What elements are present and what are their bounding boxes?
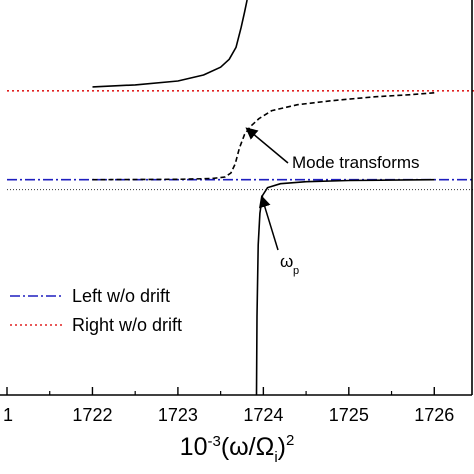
x-tick-label: 1722 xyxy=(72,405,112,425)
x-tick-label: 1726 xyxy=(414,405,454,425)
x-axis-label-part: 10 xyxy=(180,433,208,461)
x-axis-label-part: ) xyxy=(278,433,286,461)
x-axis-label-part: 2 xyxy=(286,432,294,449)
legend: Left w/o drift Right w/o drift xyxy=(10,286,182,335)
annotations: Mode transforms ω p xyxy=(245,127,420,277)
x-tick-label: 1725 xyxy=(329,405,369,425)
legend-label: Right w/o drift xyxy=(72,315,182,335)
series-curve-2 xyxy=(92,0,248,88)
x-tick-label: 1 xyxy=(3,405,13,425)
plot-lines xyxy=(7,0,474,396)
axes xyxy=(0,0,473,396)
legend-label: Left w/o drift xyxy=(72,286,170,306)
x-axis-label-part: -3 xyxy=(207,433,220,450)
series-curve-4 xyxy=(255,178,435,396)
x-axis-label: 10-3(ω/Ωi)2 xyxy=(180,432,295,466)
x-axis-label-part: (ω/Ω xyxy=(221,433,274,461)
x-ticks: 1 1722 1723 1724 1725 1726 xyxy=(3,387,454,425)
mode-transforms-label: Mode transforms xyxy=(292,153,420,172)
mode-transforms-arrow xyxy=(245,127,289,164)
x-axis-label-part: i xyxy=(274,449,277,466)
omega-p-subscript: p xyxy=(293,265,299,277)
omega-p-label: ω xyxy=(280,252,293,271)
omega-p-arrow xyxy=(258,195,279,251)
x-tick-label: 1723 xyxy=(158,405,198,425)
x-tick-label: 1724 xyxy=(243,405,283,425)
